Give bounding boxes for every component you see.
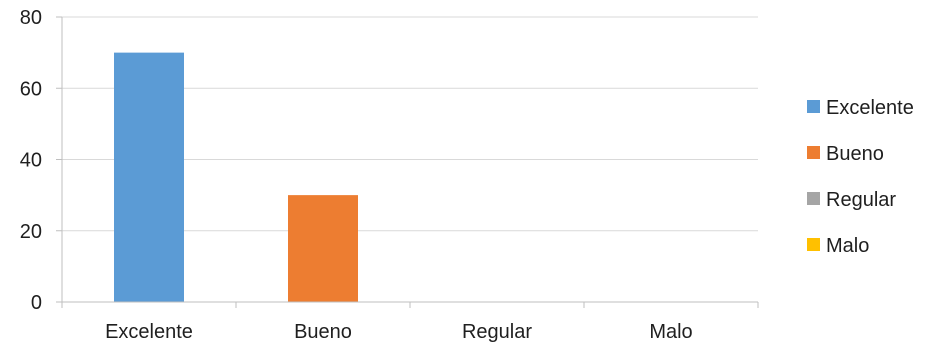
legend-label: Bueno bbox=[826, 143, 884, 165]
legend-swatch bbox=[807, 192, 820, 205]
bar-bueno bbox=[288, 195, 358, 302]
x-axis-tick-labels: Excelente Bueno Regular Malo bbox=[105, 321, 693, 343]
y-tick-label: 0 bbox=[31, 292, 42, 314]
y-tick-label: 40 bbox=[20, 150, 42, 172]
legend-swatch bbox=[807, 146, 820, 159]
legend-label: Regular bbox=[826, 189, 896, 211]
y-tick-label: 60 bbox=[20, 78, 42, 100]
legend: Excelente Bueno Regular Malo bbox=[807, 97, 914, 257]
bars bbox=[114, 52, 358, 302]
legend-swatch bbox=[807, 238, 820, 251]
legend-label: Excelente bbox=[826, 97, 914, 119]
y-tick-label: 20 bbox=[20, 221, 42, 243]
legend-swatch bbox=[807, 100, 820, 113]
x-tick-label: Bueno bbox=[294, 321, 352, 343]
y-tick-label: 80 bbox=[20, 7, 42, 29]
legend-label: Malo bbox=[826, 235, 869, 257]
x-tick-label: Regular bbox=[462, 321, 532, 343]
axes bbox=[56, 16, 759, 308]
x-tick-label: Malo bbox=[649, 321, 692, 343]
bar-excelente bbox=[114, 52, 184, 302]
y-axis-tick-labels: 0 20 40 60 80 bbox=[20, 7, 42, 314]
x-tick-label: Excelente bbox=[105, 321, 193, 343]
